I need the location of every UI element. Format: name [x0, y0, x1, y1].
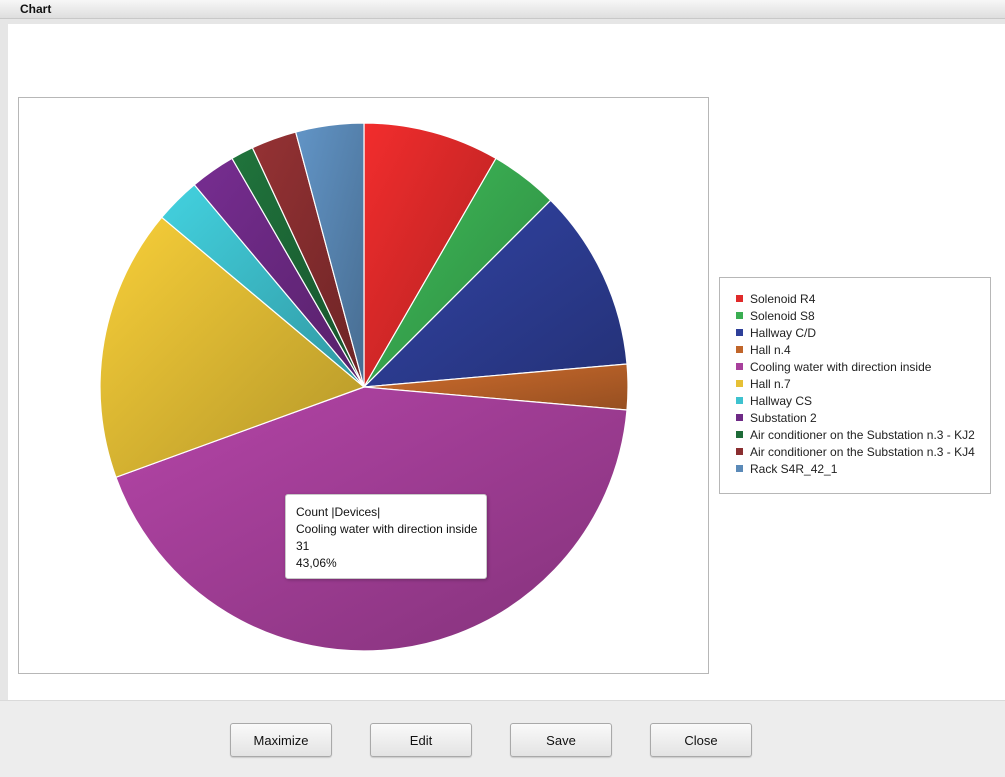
pie-slice-hall-n-7[interactable]: [99, 216, 366, 479]
legend-item[interactable]: Substation 2: [736, 411, 817, 426]
legend-item[interactable]: Hallway C/D: [736, 326, 816, 341]
legend-label: Hallway CS: [750, 394, 813, 408]
maximize-button[interactable]: Maximize: [230, 723, 332, 757]
legend-label: Substation 2: [750, 411, 817, 425]
legend-item[interactable]: Cooling water with direction inside: [736, 360, 931, 375]
legend-swatch: [736, 329, 743, 336]
legend-item[interactable]: Solenoid R4: [736, 292, 815, 307]
legend-label: Hallway C/D: [750, 326, 817, 340]
window-titlebar: Chart: [0, 0, 1005, 19]
legend-swatch: [736, 465, 743, 472]
save-button[interactable]: Save: [510, 723, 612, 757]
tooltip-category: Cooling water with direction inside: [296, 522, 478, 536]
pie-slice-solenoid-r4[interactable]: [363, 122, 497, 390]
chart-tooltip: Count |Devices| Cooling water with direc…: [285, 494, 487, 579]
legend-swatch: [736, 380, 743, 387]
legend-label: Hall n.7: [750, 377, 791, 391]
pie-chart: [99, 122, 629, 652]
edit-button[interactable]: Edit: [370, 723, 472, 757]
legend-swatch: [736, 295, 743, 302]
legend-item[interactable]: Hall n.7: [736, 377, 791, 392]
chart-legend: Solenoid R4 Solenoid S8 Hallway C/D Hall n.…: [719, 277, 991, 494]
legend-item[interactable]: Rack S4R_42_1: [736, 462, 837, 477]
legend-label: Cooling water with direction inside: [750, 360, 932, 374]
close-button[interactable]: Close: [650, 723, 752, 757]
legend-swatch: [736, 312, 743, 319]
legend-swatch: [736, 346, 743, 353]
legend-item[interactable]: Hallway CS: [736, 394, 812, 409]
tooltip-value: 31: [296, 539, 310, 553]
tooltip-series: Count |Devices|: [296, 505, 381, 519]
legend-label: Rack S4R_42_1: [750, 462, 838, 476]
pie-plot-area: [18, 97, 709, 674]
legend-item[interactable]: Solenoid S8: [736, 309, 815, 324]
legend-swatch: [736, 363, 743, 370]
legend-item[interactable]: Air conditioner on the Substation n.3 - …: [736, 428, 975, 443]
tooltip-percent: 43,06%: [296, 556, 337, 570]
legend-label: Air conditioner on the Substation n.3 - …: [750, 445, 975, 459]
legend-label: Air conditioner on the Substation n.3 - …: [750, 428, 975, 442]
window-title: Chart: [20, 2, 52, 16]
legend-item[interactable]: Hall n.4: [736, 343, 791, 358]
legend-swatch: [736, 397, 743, 404]
button-bar: Maximize Edit Save Close: [0, 700, 1005, 777]
legend-swatch: [736, 414, 743, 421]
legend-swatch: [736, 448, 743, 455]
legend-label: Solenoid S8: [750, 309, 815, 323]
legend-swatch: [736, 431, 743, 438]
legend-label: Hall n.4: [750, 343, 791, 357]
pie-slice-rack-s4r-42-1[interactable]: [294, 122, 365, 388]
pie-slice-hallway-c-d[interactable]: [362, 199, 628, 388]
legend-label: Solenoid R4: [750, 292, 816, 306]
legend-item[interactable]: Air conditioner on the Substation n.3 - …: [736, 445, 975, 460]
